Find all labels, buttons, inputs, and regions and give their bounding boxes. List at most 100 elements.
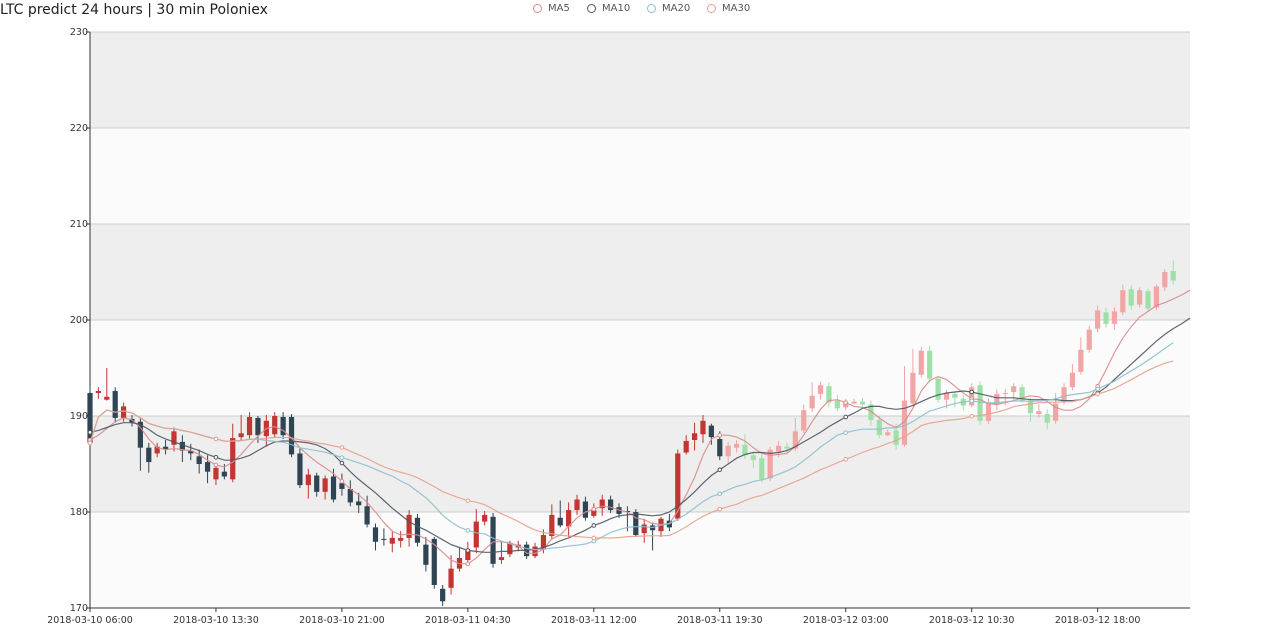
candle <box>288 414 295 458</box>
ma10-line-point <box>843 414 849 420</box>
candle-body <box>347 488 353 503</box>
legend-swatch-ma5 <box>533 4 542 13</box>
candle <box>1137 287 1143 308</box>
candle <box>910 348 916 407</box>
x-tick-label: 2018-03-11 12:00 <box>551 615 637 626</box>
candle-body <box>750 455 756 461</box>
ma10-line-point <box>87 430 93 435</box>
legend-item-ma20[interactable]: MA20 <box>647 3 690 14</box>
legend-label-ma10: MA10 <box>602 3 631 14</box>
candle-body <box>876 419 882 436</box>
candle-body <box>574 499 580 511</box>
candle-body <box>398 537 404 541</box>
ma10-line-point <box>969 389 974 395</box>
candle-body <box>792 431 798 449</box>
legend-swatch-ma30 <box>707 4 716 13</box>
candle-body <box>1145 291 1151 309</box>
candle <box>969 383 975 408</box>
candle-body <box>1036 411 1042 415</box>
legend: MA5 MA10 MA20 MA30 <box>0 0 1280 20</box>
candle-body <box>448 568 454 588</box>
ma30-line-point <box>213 436 219 442</box>
candle-body <box>599 499 605 509</box>
candle-body <box>95 391 101 393</box>
candle <box>1162 269 1168 292</box>
band-190 <box>90 320 1190 416</box>
candle-body <box>708 425 714 438</box>
candle <box>238 415 244 440</box>
candle <box>1078 337 1084 375</box>
candle <box>280 412 286 440</box>
candle-body <box>120 406 127 418</box>
ma30-line-point <box>87 440 93 446</box>
candle <box>339 473 345 496</box>
candle-body <box>389 537 395 544</box>
y-tick-label: 230 <box>70 27 88 38</box>
legend-label-ma5: MA5 <box>548 3 570 14</box>
candle <box>1069 364 1076 391</box>
chart-title: LTC predict 24 hours | 30 min Poloniex <box>0 2 268 18</box>
candle <box>574 494 580 515</box>
x-tick-label: 2018-03-12 10:30 <box>929 615 1015 626</box>
legend-item-ma30[interactable]: MA30 <box>707 3 750 14</box>
y-tick-label: 220 <box>70 123 88 134</box>
candle <box>482 511 488 526</box>
candle-body <box>196 456 202 464</box>
candle-body <box>255 417 261 436</box>
candle <box>994 389 1000 411</box>
candle-body <box>440 588 446 602</box>
candle-body <box>414 517 421 543</box>
candle-body <box>221 471 227 477</box>
candle <box>314 472 320 497</box>
candle-body <box>171 431 177 445</box>
candle <box>129 415 135 427</box>
ma30-line-point <box>591 535 597 541</box>
candle <box>750 451 756 468</box>
ma10-line-point <box>213 454 219 460</box>
x-tick-label: 2018-03-12 03:00 <box>803 615 889 626</box>
candle <box>305 468 311 499</box>
candle-body <box>608 499 614 511</box>
candle <box>162 440 169 455</box>
candle <box>868 400 874 426</box>
ma20-line-point <box>339 455 345 460</box>
candle <box>1011 383 1017 402</box>
candle-body <box>423 544 429 565</box>
candle-body <box>507 543 513 555</box>
tick-labels: 170 180 190 200 210 220 230 2018-03-10 06:00 201… <box>47 27 1140 626</box>
candle-body <box>230 438 236 480</box>
candle-body <box>801 410 807 431</box>
candle <box>381 528 387 546</box>
candle-body <box>591 510 597 516</box>
candle <box>1145 288 1151 312</box>
ma5-line-point <box>213 462 219 468</box>
candle <box>414 513 421 547</box>
moving-average-lines <box>87 289 1191 567</box>
candle-body <box>314 475 320 492</box>
candle-body <box>204 462 211 472</box>
candle-body <box>322 478 328 492</box>
band-170 <box>90 512 1190 608</box>
candle-body <box>1061 387 1067 402</box>
candle-body <box>901 400 908 445</box>
background-bands <box>90 32 1190 608</box>
legend-item-ma5[interactable]: MA5 <box>533 3 570 14</box>
candle-body <box>213 467 219 480</box>
candle-body <box>927 350 933 379</box>
candle <box>95 387 101 399</box>
candle-body <box>1095 310 1101 329</box>
candle <box>448 555 454 595</box>
candle <box>977 381 983 425</box>
legend-item-ma10[interactable]: MA10 <box>587 3 630 14</box>
candle <box>599 494 605 516</box>
ma30-line-point <box>717 506 723 512</box>
candle-body <box>1137 290 1143 305</box>
candle <box>196 449 202 474</box>
candle <box>1019 384 1025 403</box>
candle-body <box>272 416 278 435</box>
legend-label-ma20: MA20 <box>662 3 691 14</box>
ma20-line-point <box>465 528 471 533</box>
candle <box>389 531 395 553</box>
candle-body <box>1053 403 1059 421</box>
candle-body <box>742 444 748 456</box>
